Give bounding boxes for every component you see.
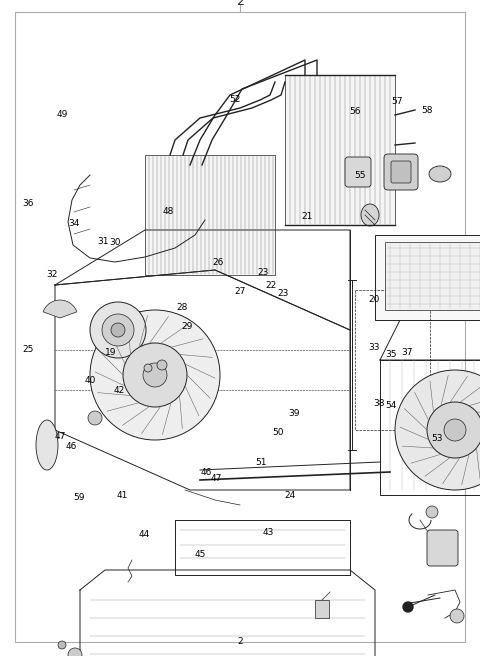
Text: 39: 39 <box>288 409 300 418</box>
Text: 41: 41 <box>117 491 128 500</box>
Circle shape <box>403 602 413 612</box>
Text: 47: 47 <box>54 432 66 441</box>
Text: 53: 53 <box>431 434 443 443</box>
Text: 33: 33 <box>369 343 380 352</box>
Circle shape <box>123 343 187 407</box>
Text: 46: 46 <box>201 468 212 477</box>
Circle shape <box>58 641 66 649</box>
Text: 36: 36 <box>22 199 34 208</box>
Text: 34: 34 <box>69 218 80 228</box>
Text: 35: 35 <box>385 350 397 359</box>
Text: 49: 49 <box>57 110 68 119</box>
Text: 2: 2 <box>236 0 244 8</box>
FancyBboxPatch shape <box>391 161 411 183</box>
Text: 59: 59 <box>73 493 85 502</box>
Text: 25: 25 <box>22 345 34 354</box>
FancyBboxPatch shape <box>427 530 458 566</box>
Text: 55: 55 <box>354 171 366 180</box>
FancyBboxPatch shape <box>384 154 418 190</box>
Text: 54: 54 <box>385 401 397 410</box>
Text: 58: 58 <box>421 106 433 115</box>
Bar <box>285 75 395 225</box>
Text: 52: 52 <box>229 95 241 104</box>
Text: 28: 28 <box>177 302 188 312</box>
Bar <box>385 242 480 310</box>
Text: 57: 57 <box>392 97 403 106</box>
Circle shape <box>427 402 480 458</box>
Circle shape <box>111 323 125 337</box>
Text: 38: 38 <box>373 399 385 408</box>
Text: 45: 45 <box>195 550 206 559</box>
Text: 42: 42 <box>113 386 125 395</box>
Text: 24: 24 <box>285 491 296 500</box>
Text: 44: 44 <box>138 530 150 539</box>
Text: 20: 20 <box>369 295 380 304</box>
Text: 56: 56 <box>349 107 361 116</box>
Text: 31: 31 <box>97 237 109 246</box>
Circle shape <box>444 419 466 441</box>
Text: 32: 32 <box>46 270 58 279</box>
Wedge shape <box>43 300 77 318</box>
Text: 23: 23 <box>277 289 289 298</box>
Circle shape <box>143 363 167 387</box>
Circle shape <box>102 314 134 346</box>
Text: 40: 40 <box>84 376 96 385</box>
Text: 30: 30 <box>109 238 121 247</box>
Text: 26: 26 <box>213 258 224 267</box>
Ellipse shape <box>361 204 379 226</box>
Text: 21: 21 <box>301 212 313 221</box>
Circle shape <box>88 411 102 425</box>
Text: 19: 19 <box>105 348 116 358</box>
Circle shape <box>450 609 464 623</box>
Circle shape <box>395 370 480 490</box>
Text: 46: 46 <box>65 441 77 451</box>
Bar <box>145 155 275 275</box>
Bar <box>315 600 329 618</box>
Text: 48: 48 <box>162 207 174 216</box>
Text: 22: 22 <box>265 281 277 290</box>
Ellipse shape <box>429 166 451 182</box>
Text: 43: 43 <box>262 528 274 537</box>
Circle shape <box>144 364 152 372</box>
Circle shape <box>426 506 438 518</box>
Text: 47: 47 <box>210 474 222 483</box>
Circle shape <box>90 302 146 358</box>
FancyBboxPatch shape <box>345 157 371 187</box>
Text: 23: 23 <box>257 268 269 277</box>
Circle shape <box>90 310 220 440</box>
Text: 50: 50 <box>273 428 284 438</box>
Circle shape <box>68 648 82 656</box>
Text: 2: 2 <box>237 637 243 646</box>
Text: 27: 27 <box>234 287 246 297</box>
Text: 29: 29 <box>181 322 193 331</box>
Text: 37: 37 <box>401 348 413 358</box>
Text: 51: 51 <box>255 458 266 467</box>
Bar <box>375 235 480 320</box>
Ellipse shape <box>36 420 58 470</box>
Circle shape <box>157 360 167 370</box>
